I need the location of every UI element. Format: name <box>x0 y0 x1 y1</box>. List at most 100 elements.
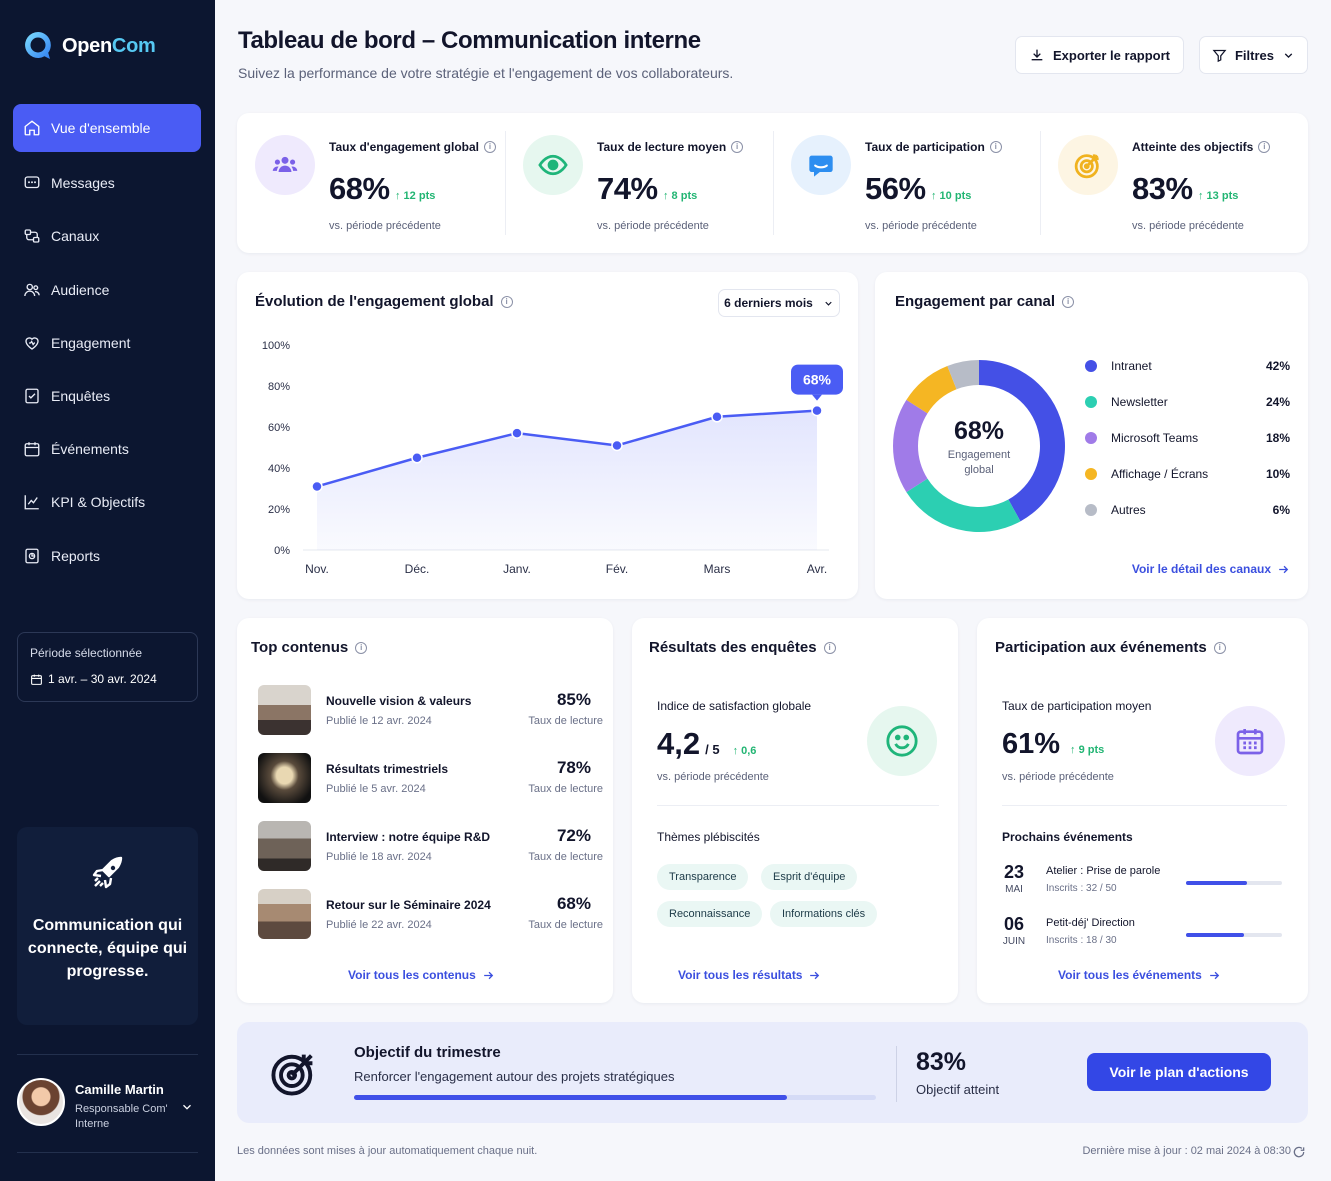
kpi-objectives[interactable]: Atteinte des objectifs i 83% ↑ 13 pts vs.… <box>1040 113 1308 237</box>
sidebar-item-overview[interactable]: Vue d'ensemble <box>13 104 201 152</box>
kpi-participation[interactable]: Taux de participation i 56% ↑ 10 pts vs. … <box>773 113 1041 237</box>
info-icon[interactable]: i <box>1062 295 1075 308</box>
content-item[interactable]: Nouvelle vision & valeurs Publié le 12 a… <box>258 685 603 737</box>
donut-slice[interactable] <box>893 399 928 493</box>
data-point[interactable] <box>711 411 723 423</box>
donut-slice[interactable] <box>979 360 1065 522</box>
all-results-link[interactable]: Voir tous les résultats <box>678 968 821 982</box>
info-icon[interactable]: i <box>355 641 368 654</box>
divider <box>17 1152 198 1153</box>
kpi-card: Taux d'engagement global i 68% ↑ 12 pts v… <box>237 113 1308 253</box>
data-point[interactable] <box>411 452 423 464</box>
theme-tag[interactable]: Informations clés <box>770 901 878 927</box>
tooltip-arrow <box>812 394 822 401</box>
x-tick-label: Nov. <box>305 562 329 576</box>
link-label: Voir tous les résultats <box>678 968 803 982</box>
all-contents-link[interactable]: Voir tous les contenus <box>348 968 495 982</box>
info-icon[interactable]: i <box>1213 641 1226 654</box>
calendar-icon <box>24 442 40 457</box>
channels-detail-link[interactable]: Voir le détail des canaux <box>1132 562 1290 576</box>
legend-item[interactable]: Autres 6% <box>1085 500 1290 520</box>
content-rate: 68% <box>556 894 591 913</box>
filters-button[interactable]: Filtres <box>1199 36 1308 74</box>
action-plan-button[interactable]: Voir le plan d'actions <box>1087 1053 1271 1091</box>
event-item[interactable]: 06 JUIN Petit-déj' Direction Inscrits : … <box>1002 914 1287 954</box>
sidebar-item-events[interactable]: Événements <box>13 425 201 473</box>
sidebar-item-reports[interactable]: Reports <box>13 532 201 580</box>
range-label: 6 derniers mois <box>724 296 813 310</box>
content-item[interactable]: Retour sur le Séminaire 2024 Publié le 2… <box>258 889 603 941</box>
kpi-reading[interactable]: Taux de lecture moyen i 74% ↑ 8 pts vs. p… <box>505 113 773 237</box>
legend-value: 18% <box>1265 431 1290 445</box>
users-icon <box>272 156 298 172</box>
theme-tag[interactable]: Transparence <box>657 864 749 890</box>
x-tick-label: Mars <box>704 562 731 576</box>
content-date: Publié le 18 avr. 2024 <box>326 851 432 863</box>
data-point[interactable] <box>311 480 323 493</box>
y-tick-label: 0% <box>274 545 290 557</box>
content-rate: 78% <box>556 758 591 777</box>
legend-item[interactable]: Intranet 42% <box>1085 356 1290 376</box>
data-point[interactable] <box>511 427 523 439</box>
legend-value: 42% <box>1265 359 1290 373</box>
donut-slice[interactable] <box>906 366 957 414</box>
donut-slice[interactable] <box>947 360 979 390</box>
period-label: Période sélectionnée <box>30 646 143 660</box>
info-icon[interactable]: i <box>823 641 836 654</box>
arrow-right-icon <box>483 971 494 979</box>
sidebar-item-engagement[interactable]: Engagement <box>13 319 201 367</box>
data-point[interactable] <box>811 404 823 417</box>
export-report-button[interactable]: Exporter le rapport <box>1015 36 1184 74</box>
period-selector[interactable]: Période sélectionnée 1 avr. – 30 avr. 20… <box>17 632 198 702</box>
kpi-label: Atteinte des objectifs <box>1132 140 1254 154</box>
content-item[interactable]: Résultats trimestriels Publié le 5 avr. … <box>258 753 603 805</box>
legend-item[interactable]: Affichage / Écrans 10% <box>1085 464 1290 484</box>
chevron-down-icon[interactable] <box>180 1100 194 1114</box>
sidebar-item-surveys[interactable]: Enquêtes <box>13 372 201 420</box>
legend-item[interactable]: Microsoft Teams 18% <box>1085 428 1290 448</box>
range-select[interactable]: 6 derniers mois <box>718 289 840 317</box>
kpi-engagement[interactable]: Taux d'engagement global i 68% ↑ 12 pts v… <box>237 113 505 237</box>
chart-title: Évolution de l'engagement global <box>255 293 494 310</box>
engagement-chart-card: Évolution de l'engagement global i 6 dern… <box>237 272 858 599</box>
sidebar-item-messages[interactable]: Messages <box>13 159 201 207</box>
sidebar-item-channels[interactable]: Canaux <box>13 212 201 260</box>
y-tick-label: 40% <box>268 463 290 475</box>
legend-dot <box>1085 396 1097 408</box>
kpi-label: Taux d'engagement global <box>329 140 479 154</box>
report-icon <box>25 548 39 564</box>
top-contents-title: Top contenus <box>251 639 349 656</box>
kpi-value: 68% <box>329 171 390 206</box>
surveys-card: Résultats des enquêtes i Indice de satisf… <box>632 618 958 1003</box>
refresh-icon[interactable] <box>1292 1145 1306 1159</box>
promo-text: Communication qui connecte, équipe qui p… <box>27 917 188 980</box>
satisfaction-compare: vs. période précédente <box>657 771 769 783</box>
theme-tag[interactable]: Reconnaissance <box>657 901 763 927</box>
data-point[interactable] <box>611 439 623 452</box>
donut-center-label: Engagement global <box>947 449 1011 476</box>
content-item[interactable]: Interview : notre équipe R&D Publié le 1… <box>258 821 603 873</box>
legend-item[interactable]: Newsletter 24% <box>1085 392 1290 412</box>
satisfaction-label: Indice de satisfaction globale <box>657 699 812 713</box>
info-icon[interactable]: i <box>731 141 744 153</box>
donut-slice[interactable] <box>906 478 1021 532</box>
promo-card: Communication qui connecte, équipe qui p… <box>17 827 198 1025</box>
sidebar-item-label: Engagement <box>51 335 131 351</box>
info-icon[interactable]: i <box>483 141 496 153</box>
kpi-value: 74% <box>597 171 658 206</box>
info-icon[interactable]: i <box>989 141 1002 153</box>
info-icon[interactable]: i <box>1258 141 1271 153</box>
user-profile[interactable]: Camille Martin Responsable Com' Interne <box>17 1078 198 1138</box>
sidebar-item-audience[interactable]: Audience <box>13 266 201 314</box>
page-title: Tableau de bord – Communication interne <box>238 27 701 54</box>
theme-tag[interactable]: Esprit d'équipe <box>761 864 858 890</box>
arrow-right-icon <box>1210 971 1220 979</box>
info-icon[interactable]: i <box>500 295 513 308</box>
events-title: Participation aux événements <box>995 639 1207 656</box>
sidebar-item-kpi[interactable]: KPI & Objectifs <box>13 478 201 526</box>
channels-icon <box>24 229 40 243</box>
event-item[interactable]: 23 MAI Atelier : Prise de parole Inscrit… <box>1002 862 1287 902</box>
logo[interactable]: OpenCom <box>22 30 156 62</box>
kpi-delta: ↑ 12 pts <box>395 190 436 202</box>
all-events-link[interactable]: Voir tous les événements <box>1058 968 1221 982</box>
